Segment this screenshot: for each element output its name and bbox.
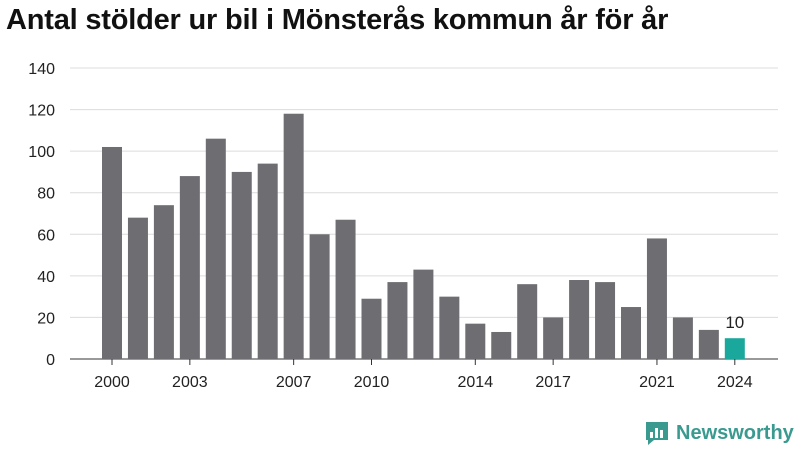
bar-2005 xyxy=(231,171,252,359)
x-tick-label: 2003 xyxy=(172,374,208,391)
bar-2003 xyxy=(179,176,200,359)
chart-title: Antal stölder ur bil i Mönsterås kommun … xyxy=(6,4,669,36)
bar-2009 xyxy=(335,219,356,359)
x-tick-label: 2021 xyxy=(639,374,675,391)
y-tick-label: 20 xyxy=(37,310,55,327)
bar-2023 xyxy=(698,329,719,359)
x-tick-label: 2007 xyxy=(276,374,312,391)
bar-2002 xyxy=(153,205,174,359)
bar-2010 xyxy=(361,298,382,359)
bar-2000 xyxy=(102,146,122,359)
bar-2017 xyxy=(543,317,564,359)
bar-2006 xyxy=(257,163,278,359)
bar-2019 xyxy=(595,282,616,359)
x-tick-label: 2024 xyxy=(717,374,753,391)
bar-2011 xyxy=(387,282,408,359)
bar-2022 xyxy=(672,317,693,359)
bar-2020 xyxy=(621,307,641,359)
x-tick-label: 2014 xyxy=(458,374,494,391)
x-tick-label: 2017 xyxy=(535,374,571,391)
bar-2018 xyxy=(569,280,590,359)
y-tick-label: 80 xyxy=(37,186,55,203)
x-axis-ticks: 2000 2003 2007 2010 2014 2017 2021 2024 xyxy=(94,359,753,391)
newsworthy-logo-icon xyxy=(646,422,668,445)
x-tick-label: 2000 xyxy=(94,374,130,391)
x-tick-label: 2010 xyxy=(354,374,390,391)
bar-2016 xyxy=(517,284,538,359)
bar-2001 xyxy=(127,217,148,359)
y-axis-ticks: 0 20 40 60 80 100 120 140 xyxy=(28,61,55,369)
y-tick-label: 120 xyxy=(28,103,55,120)
y-tick-label: 40 xyxy=(37,269,55,286)
y-tick-label: 60 xyxy=(37,227,55,244)
bar-2007 xyxy=(283,113,304,359)
y-tick-label: 140 xyxy=(28,61,55,78)
bar-2024 xyxy=(724,338,745,359)
brand-name: Newsworthy xyxy=(676,421,794,444)
data-label-2024: 10 xyxy=(725,313,744,332)
y-tick-label: 0 xyxy=(46,352,55,369)
bar-2008 xyxy=(309,234,330,359)
bar-2013 xyxy=(439,296,460,359)
data-labels: 10 xyxy=(725,313,744,332)
bar-2004 xyxy=(205,138,226,359)
brand: Newsworthy xyxy=(644,420,794,446)
y-tick-label: 100 xyxy=(28,144,55,161)
bar-2015 xyxy=(491,331,512,359)
bars xyxy=(102,113,745,359)
bar-2012 xyxy=(413,269,434,359)
bar-2014 xyxy=(465,323,486,359)
bar-2021 xyxy=(646,238,667,359)
